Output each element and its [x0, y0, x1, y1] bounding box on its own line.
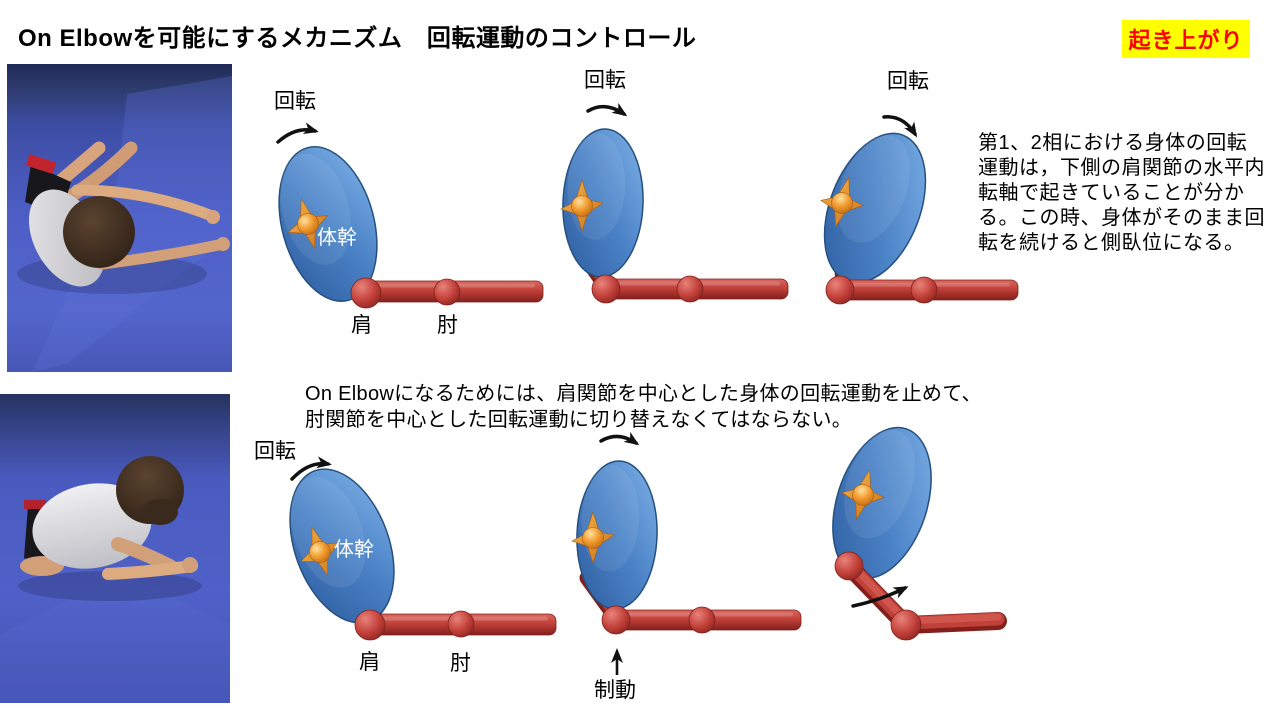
rotation-axis-marker	[287, 197, 329, 250]
start-position-photo-art	[7, 64, 232, 372]
switch-note-line-2: 肘関節を中心とした回転運動に切り替えなくてはならない。	[305, 409, 853, 431]
rotation-axis-marker	[820, 176, 864, 229]
shoulder-label-2: 肩	[359, 651, 380, 674]
joint-sphere	[688, 606, 716, 634]
trunk-ellipse	[823, 132, 927, 284]
rotation-axis-marker	[560, 179, 604, 232]
rotation-label-1: 回転	[274, 90, 316, 113]
on-elbow-photo	[0, 394, 230, 703]
trunk-ellipse	[278, 146, 378, 302]
switch-note-line-1: On Elbowになるためには、肩関節を中心とした身体の回転運動を止めて、	[305, 383, 982, 405]
diagram-phase1-end	[820, 115, 1019, 305]
joint-sphere	[834, 551, 864, 581]
rotation-arrow-icon	[290, 456, 332, 481]
start-position-photo	[7, 64, 232, 372]
rotation-arrow-icon	[276, 122, 319, 144]
joint-sphere	[601, 605, 631, 635]
phase-badge: 起き上がり	[1122, 20, 1250, 58]
joint-sphere	[676, 275, 704, 303]
diagram-switch-elbow	[832, 426, 1007, 641]
trunk-label-1: 体幹	[317, 227, 357, 249]
joint-sphere	[447, 610, 475, 638]
rotation-label-4: 回転	[254, 440, 296, 463]
rotation-arrow-icon	[586, 102, 628, 117]
diagram-phase1-start	[276, 122, 544, 309]
page-title: On Elbowを可能にするメカニズム 回転運動のコントロール	[18, 25, 697, 52]
joint-sphere	[591, 274, 621, 304]
trunk-ellipse	[832, 426, 932, 580]
phase-explanation-note: 第1、2相における身体の回転運動は，下側の肩関節の水平内転軸で起きていることが分…	[978, 132, 1265, 254]
braking-label: 制動	[594, 679, 636, 702]
diagram-phase1-mid	[560, 102, 789, 304]
rotation-arrow-icon	[599, 431, 640, 446]
shoulder-label-1: 肩	[351, 314, 372, 337]
joint-sphere	[910, 276, 938, 304]
joint-sphere	[433, 278, 461, 306]
on-elbow-photo-art	[0, 394, 230, 703]
joint-sphere	[350, 277, 382, 309]
rotation-axis-marker	[300, 526, 340, 577]
trunk-ellipse	[576, 460, 658, 610]
joint-sphere	[354, 609, 386, 641]
rotation-axis-marker	[841, 468, 885, 521]
rotation-axis-marker	[571, 511, 615, 564]
rotation-arrow-icon	[851, 586, 909, 608]
rotation-arrow-icon	[882, 115, 918, 138]
rotation-label-2: 回転	[584, 69, 626, 92]
rotation-label-3: 回転	[887, 70, 929, 93]
elbow-label-2: 肘	[450, 652, 471, 675]
joint-sphere	[890, 609, 922, 641]
switch-explanation-note: On Elbowになるためには、肩関節を中心とした身体の回転運動を止めて、 肘関…	[305, 381, 982, 433]
trunk-label-2: 体幹	[334, 539, 374, 561]
diagram-switch-start	[289, 456, 557, 641]
diagram-switch-brake	[571, 431, 802, 675]
elbow-label-1: 肘	[437, 314, 458, 337]
joint-sphere	[825, 275, 855, 305]
